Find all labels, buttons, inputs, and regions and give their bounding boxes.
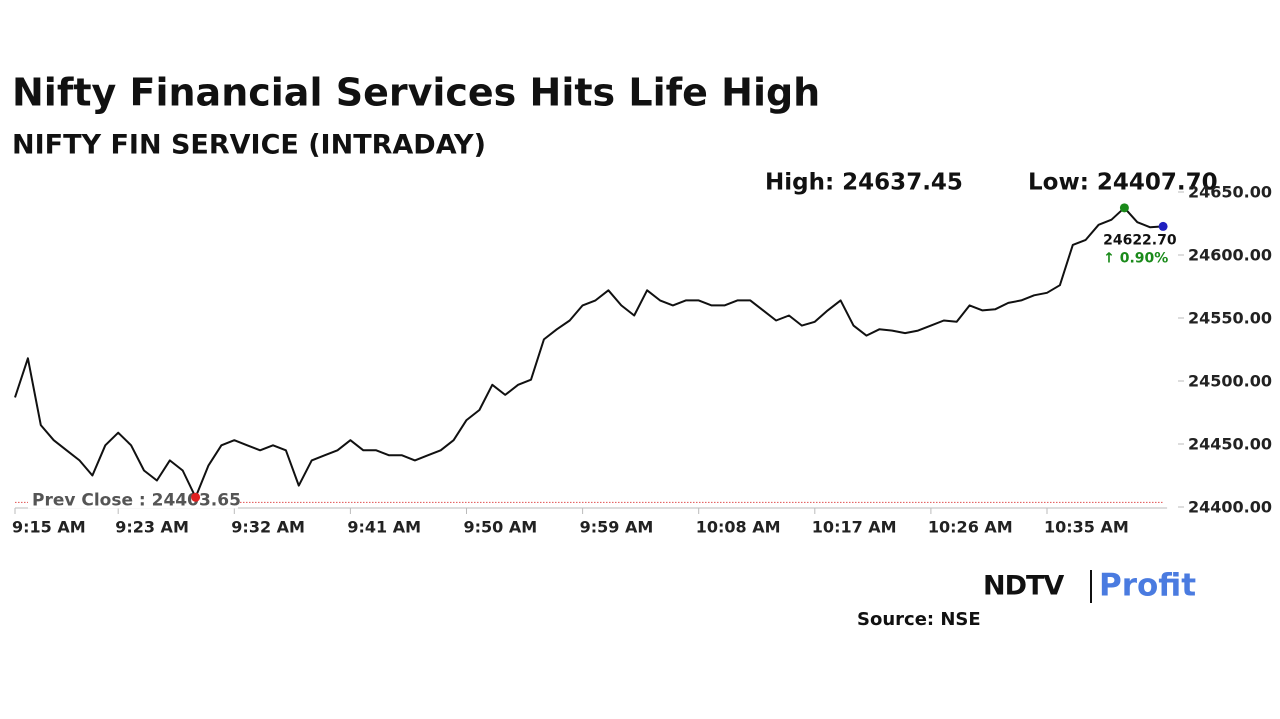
x-tick-label: 9:50 AM: [464, 518, 538, 537]
x-tick-label: 10:08 AM: [696, 518, 781, 537]
x-tick-label: 9:15 AM: [12, 518, 86, 537]
low-label: Low: 24407.70: [1028, 170, 1218, 196]
high-marker: [1119, 203, 1129, 213]
price-line: [14, 206, 1164, 499]
logo-ndtv: NDTV: [983, 571, 1064, 602]
x-tick-label: 10:35 AM: [1044, 518, 1129, 537]
x-tick-label: 9:23 AM: [115, 518, 189, 537]
y-tick-label: 24600.00: [1188, 246, 1272, 265]
x-tick-label: 9:32 AM: [231, 518, 305, 537]
logo-profit: Profit: [1099, 568, 1196, 604]
y-tick-label: 24400.00: [1188, 498, 1272, 517]
chart-subtitle: NIFTY FIN SERVICE (INTRADAY): [12, 130, 486, 161]
source: Source: NSE: [857, 609, 981, 630]
y-tick-label: 24500.00: [1188, 372, 1272, 391]
low-marker: [191, 492, 201, 502]
x-tick-label: 9:41 AM: [347, 518, 421, 537]
y-tick-label: 24650.00: [1188, 183, 1272, 202]
high-label: High: 24637.45: [765, 170, 963, 196]
prev-close-label: Prev Close : 24403.65: [32, 490, 241, 510]
last-marker: [1158, 221, 1168, 231]
last-label: 24622.70: [1103, 232, 1177, 248]
chart-title: Nifty Financial Services Hits Life High: [12, 71, 820, 115]
y-tick-label: 24550.00: [1188, 309, 1272, 328]
x-tick-label: 9:59 AM: [580, 518, 654, 537]
x-tick-label: 10:17 AM: [812, 518, 897, 537]
change-label: ↑ 0.90%: [1103, 250, 1168, 266]
x-tick-label: 10:26 AM: [928, 518, 1013, 537]
last-label-bg: [1097, 231, 1162, 272]
y-tick-label: 24450.00: [1188, 435, 1272, 454]
prev-close-bg: [28, 490, 238, 509]
